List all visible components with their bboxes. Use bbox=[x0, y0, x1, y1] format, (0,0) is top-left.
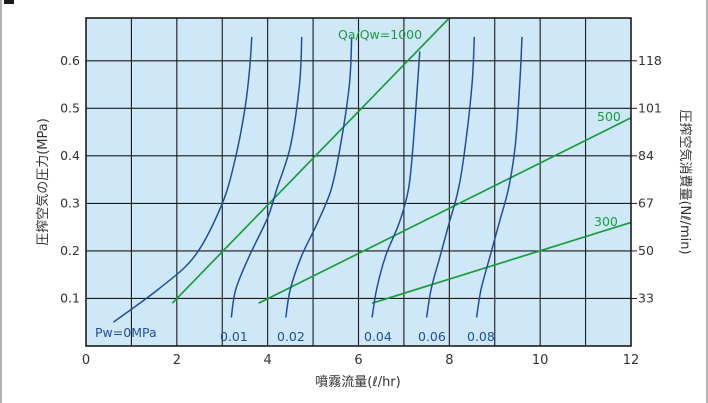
legend-stub bbox=[4, 0, 14, 4]
water-pressure-line bbox=[112, 36, 253, 323]
x-tick-label: 2 bbox=[173, 353, 181, 368]
water-pressure-label: 0.02 bbox=[277, 329, 305, 344]
air-ratio-line bbox=[171, 17, 450, 304]
x-tick-label: 12 bbox=[623, 353, 640, 368]
y-left-tick-label: 0.1 bbox=[60, 290, 80, 305]
plot-border bbox=[85, 17, 632, 347]
y-right-tick-label: 67 bbox=[638, 195, 654, 210]
y-right-tick-label: 118 bbox=[638, 53, 662, 68]
y-left-tick-label: 0.3 bbox=[60, 195, 80, 210]
y-right-tick-label: 50 bbox=[638, 243, 654, 258]
water-pressure-label: 0.01 bbox=[220, 329, 248, 344]
air-ratio-line bbox=[371, 221, 632, 305]
y-axis-right-ticks: 33 50 67 84 101 118 bbox=[631, 53, 662, 305]
y-right-tick-label: 84 bbox=[638, 148, 654, 163]
air-ratio-line bbox=[258, 117, 632, 304]
water-pressure-line bbox=[230, 36, 303, 318]
y-right-tick-label: 101 bbox=[638, 100, 662, 115]
x-axis-ticks: 0 2 4 6 8 10 12 bbox=[82, 353, 639, 368]
water-pressure-line bbox=[371, 51, 421, 318]
air-ratio-label: 500 bbox=[597, 109, 621, 124]
water-pressure-lines bbox=[112, 36, 523, 323]
water-pressure-line bbox=[285, 36, 353, 318]
y-left-tick-label: 0.6 bbox=[60, 53, 80, 68]
water-pressure-label: Pw=0MPa bbox=[95, 325, 157, 340]
water-pressure-label: 0.06 bbox=[418, 329, 446, 344]
x-tick-label: 10 bbox=[532, 353, 549, 368]
air-ratio-label: Qa/Qw=1000 bbox=[338, 27, 422, 42]
y-left-tick-label: 0.4 bbox=[60, 148, 80, 163]
series-labels: Pw=0MPa 0.01 0.02 0.04 0.06 0.08 Qa/Qw=1000 500… bbox=[95, 27, 621, 344]
x-tick-label: 0 bbox=[82, 353, 90, 368]
x-axis-label: 噴霧流量(ℓ/hr) bbox=[315, 375, 400, 390]
y-axis-left-label: 圧搾空気の圧力(MPa) bbox=[35, 118, 51, 246]
water-pressure-label: 0.04 bbox=[364, 329, 392, 344]
y-left-tick-label: 0.2 bbox=[60, 243, 80, 258]
water-pressure-line bbox=[425, 36, 476, 318]
x-tick-label: 6 bbox=[354, 353, 362, 368]
x-tick-label: 4 bbox=[264, 353, 272, 368]
legend-stub-mark bbox=[4, 0, 14, 4]
x-tick-label: 8 bbox=[445, 353, 453, 368]
y-axis-right-label: 圧搾空気消費量(Nℓ/min) bbox=[677, 109, 693, 254]
air-ratio-lines bbox=[171, 17, 632, 305]
y-right-tick-label: 33 bbox=[638, 290, 654, 305]
water-pressure-label: 0.08 bbox=[467, 329, 495, 344]
y-axis-left-ticks: 0.1 0.2 0.3 0.4 0.5 0.6 bbox=[60, 53, 80, 306]
y-left-tick-label: 0.5 bbox=[60, 100, 80, 115]
water-pressure-line bbox=[475, 36, 523, 318]
grid bbox=[86, 18, 631, 346]
air-ratio-label: 300 bbox=[594, 214, 618, 229]
